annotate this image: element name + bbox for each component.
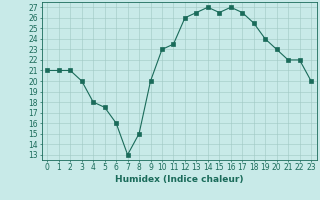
X-axis label: Humidex (Indice chaleur): Humidex (Indice chaleur) <box>115 175 244 184</box>
